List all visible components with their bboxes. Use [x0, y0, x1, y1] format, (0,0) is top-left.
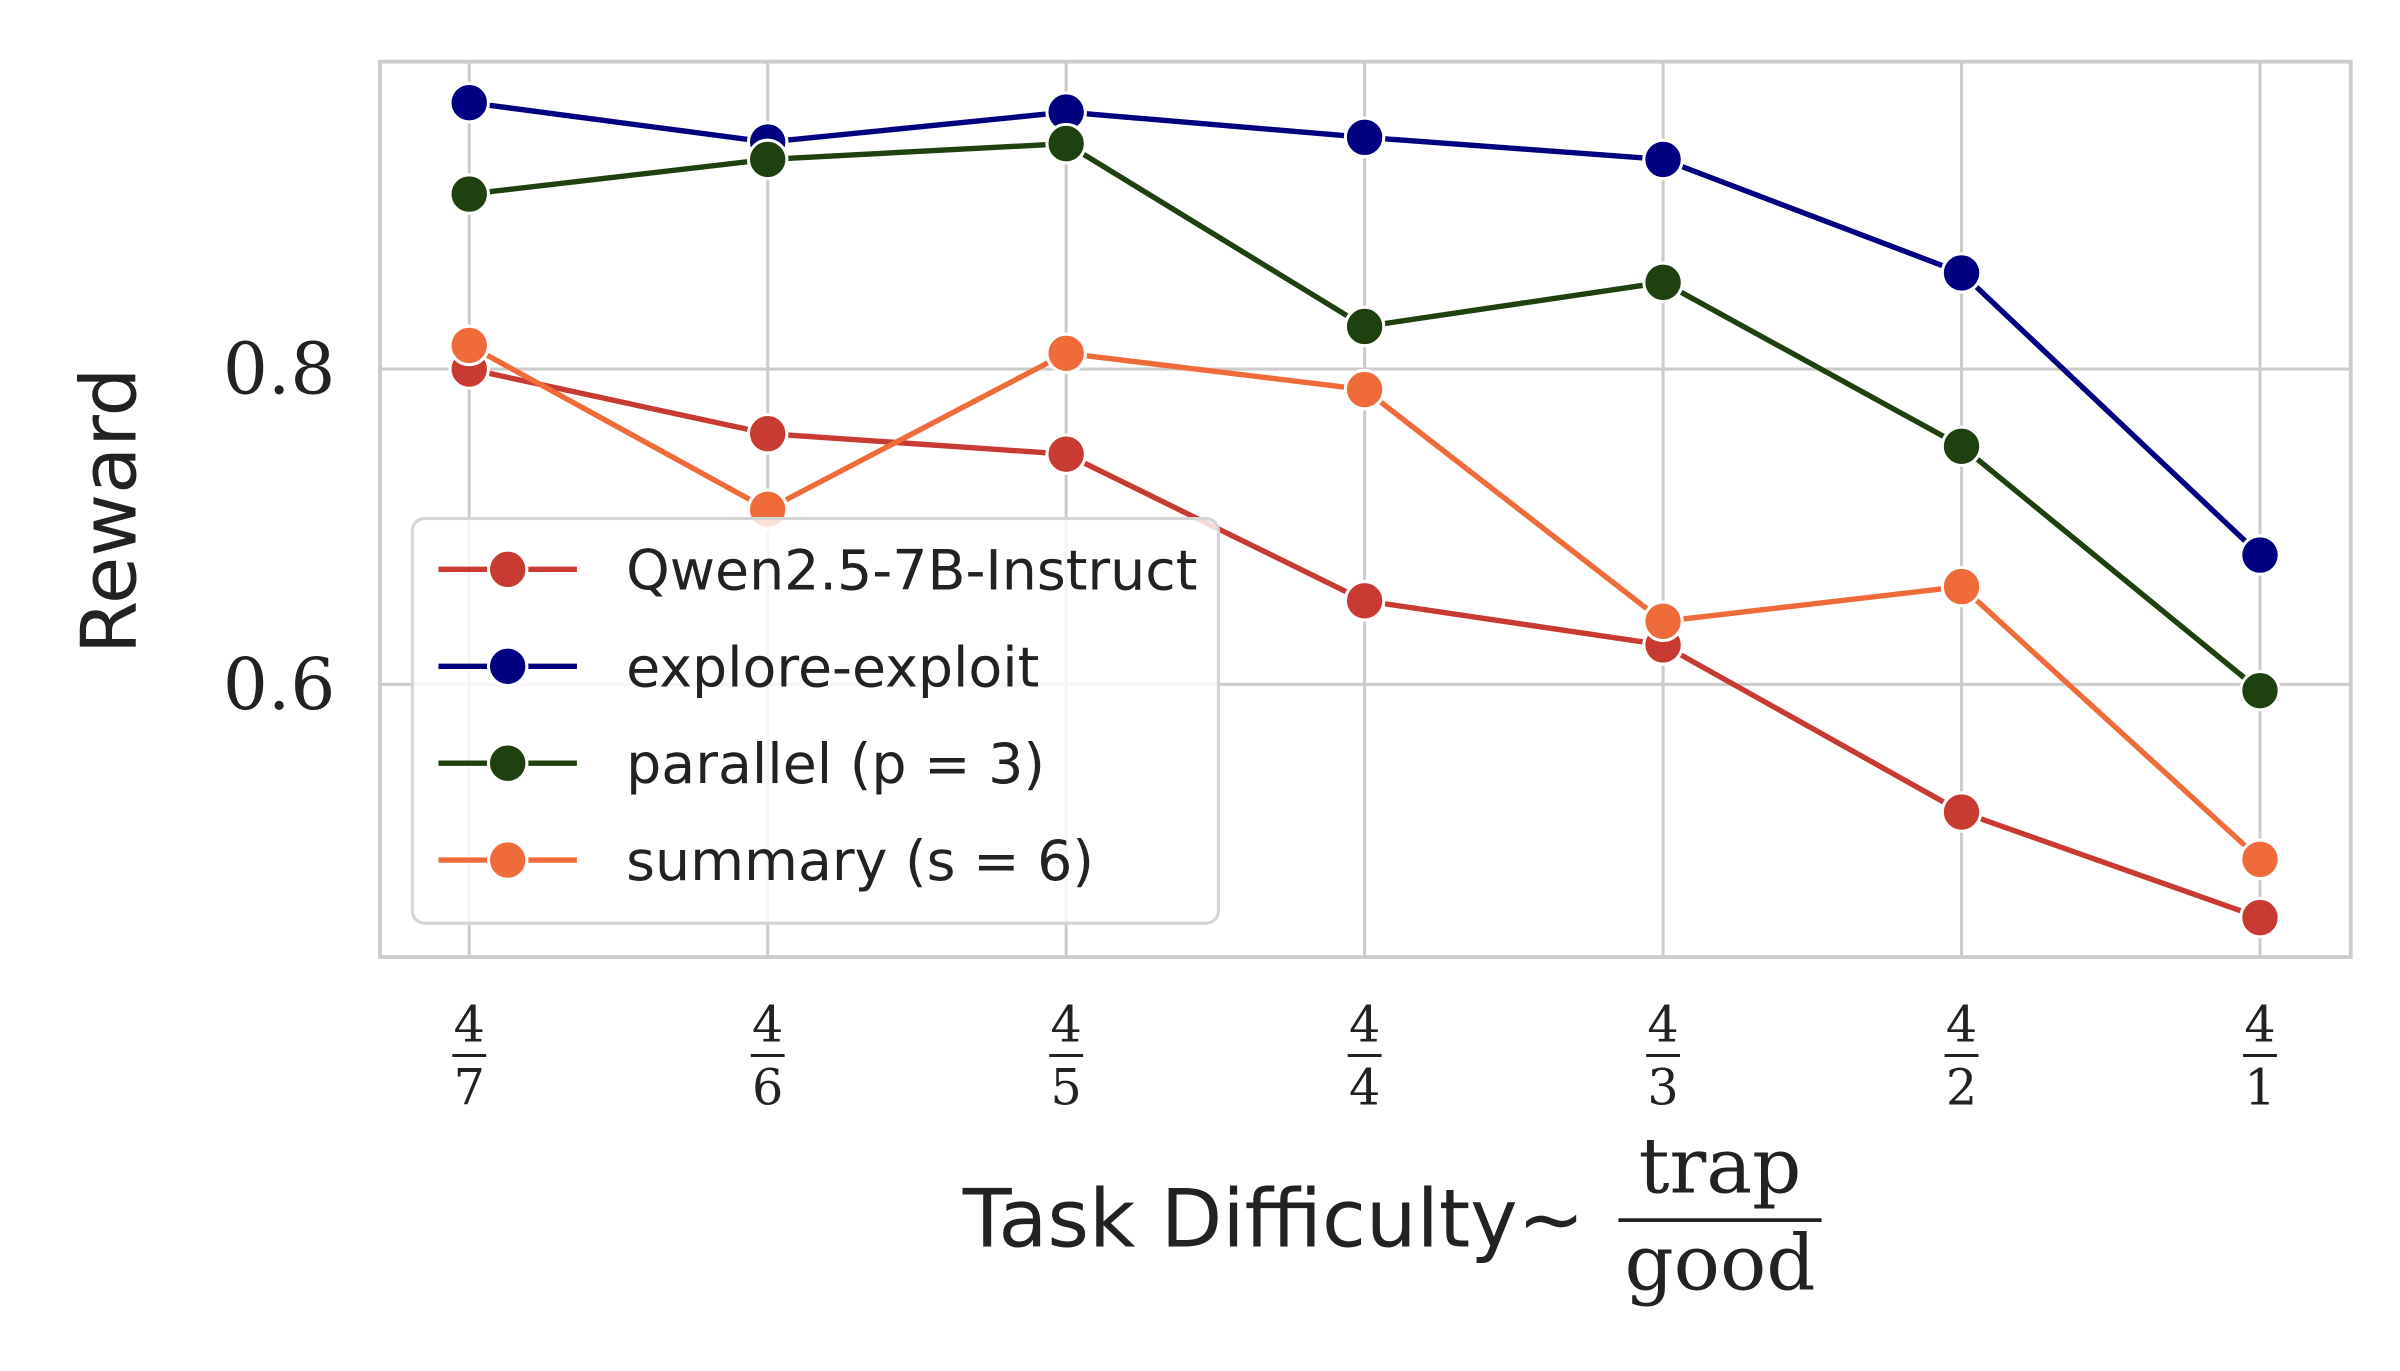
x-tick-label: 42	[1944, 996, 1979, 1117]
legend-marker	[486, 839, 529, 881]
y-tick-label: 0.6	[223, 643, 336, 726]
x-axis-label: Task Difficulty∼	[962, 1172, 1585, 1265]
data-point	[1642, 138, 1684, 181]
legend-item: explore-exploit	[438, 636, 1039, 700]
x-tick-denominator: 7	[454, 1059, 485, 1117]
data-point	[1045, 122, 1087, 165]
data-point	[746, 412, 789, 455]
data-point	[1045, 332, 1087, 375]
legend-label: parallel (p = 3)	[626, 733, 1045, 797]
y-axis-label: Reward	[65, 368, 154, 654]
x-tick-label: 46	[750, 996, 785, 1117]
y-tick-labels: 0.6 0.8	[223, 328, 336, 726]
legend-item: parallel (p = 3)	[438, 733, 1045, 797]
x-tick-numerator: 4	[454, 996, 485, 1054]
data-point	[448, 173, 491, 215]
legend-item: summary (s = 6)	[438, 830, 1094, 894]
x-tick-label: 43	[1646, 996, 1680, 1117]
data-point	[1343, 368, 1386, 411]
legend-label: summary (s = 6)	[626, 830, 1094, 894]
x-tick-label: 45	[1049, 996, 1084, 1117]
data-point	[448, 324, 491, 367]
data-point	[1940, 791, 1983, 833]
data-point	[1343, 580, 1386, 622]
data-point	[2239, 669, 2281, 712]
x-tick-denominator: 6	[752, 1059, 783, 1117]
data-point	[1343, 305, 1386, 348]
x-tick-denominator: 2	[1946, 1059, 1977, 1117]
data-point	[448, 81, 491, 124]
data-point	[746, 138, 789, 181]
x-tick-label: 44	[1347, 996, 1382, 1117]
legend-marker	[486, 645, 529, 688]
x-tick-denominator: 3	[1647, 1059, 1678, 1117]
data-point	[1045, 433, 1087, 475]
y-tick-label: 0.8	[223, 328, 336, 411]
x-tick-label: 47	[452, 996, 487, 1117]
data-point	[2239, 534, 2281, 576]
series-summary	[448, 324, 2281, 881]
legend-label: explore-exploit	[626, 636, 1039, 700]
x-tick-numerator: 4	[2244, 996, 2275, 1054]
plot-frame	[378, 59, 2353, 959]
data-point	[1940, 425, 1983, 468]
legend-item: Qwen2.5-7B-Instruct	[438, 539, 1197, 603]
series-lines	[448, 81, 2281, 939]
data-point	[1940, 565, 1983, 608]
x-tick-numerator: 4	[1050, 996, 1081, 1054]
series-parallel	[448, 122, 2281, 712]
legend: Qwen2.5-7B-Instruct explore-exploit parall…	[410, 517, 1220, 925]
x-tick-numerator: 4	[1349, 996, 1380, 1054]
x-axis-label-numerator: trap	[1639, 1122, 1802, 1211]
legend-marker	[486, 548, 529, 591]
data-point	[1642, 600, 1684, 643]
x-tick-numerator: 4	[752, 996, 783, 1054]
data-point	[1642, 261, 1684, 304]
legend-label: Qwen2.5-7B-Instruct	[626, 539, 1197, 603]
x-tick-denominator: 1	[2244, 1059, 2275, 1117]
x-tick-denominator: 4	[1349, 1059, 1380, 1117]
x-tick-numerator: 4	[1647, 996, 1678, 1054]
x-tick-numerator: 4	[1946, 996, 1977, 1054]
legend-box	[410, 517, 1220, 925]
data-point	[2239, 896, 2281, 939]
data-point	[1940, 252, 1983, 294]
legend-marker	[486, 742, 529, 784]
data-point	[1343, 116, 1386, 159]
x-tick-label: 41	[2243, 996, 2277, 1117]
data-point	[2239, 838, 2281, 881]
x-axis-label-denominator: good	[1624, 1219, 1815, 1308]
x-tick-denominator: 5	[1050, 1059, 1081, 1117]
